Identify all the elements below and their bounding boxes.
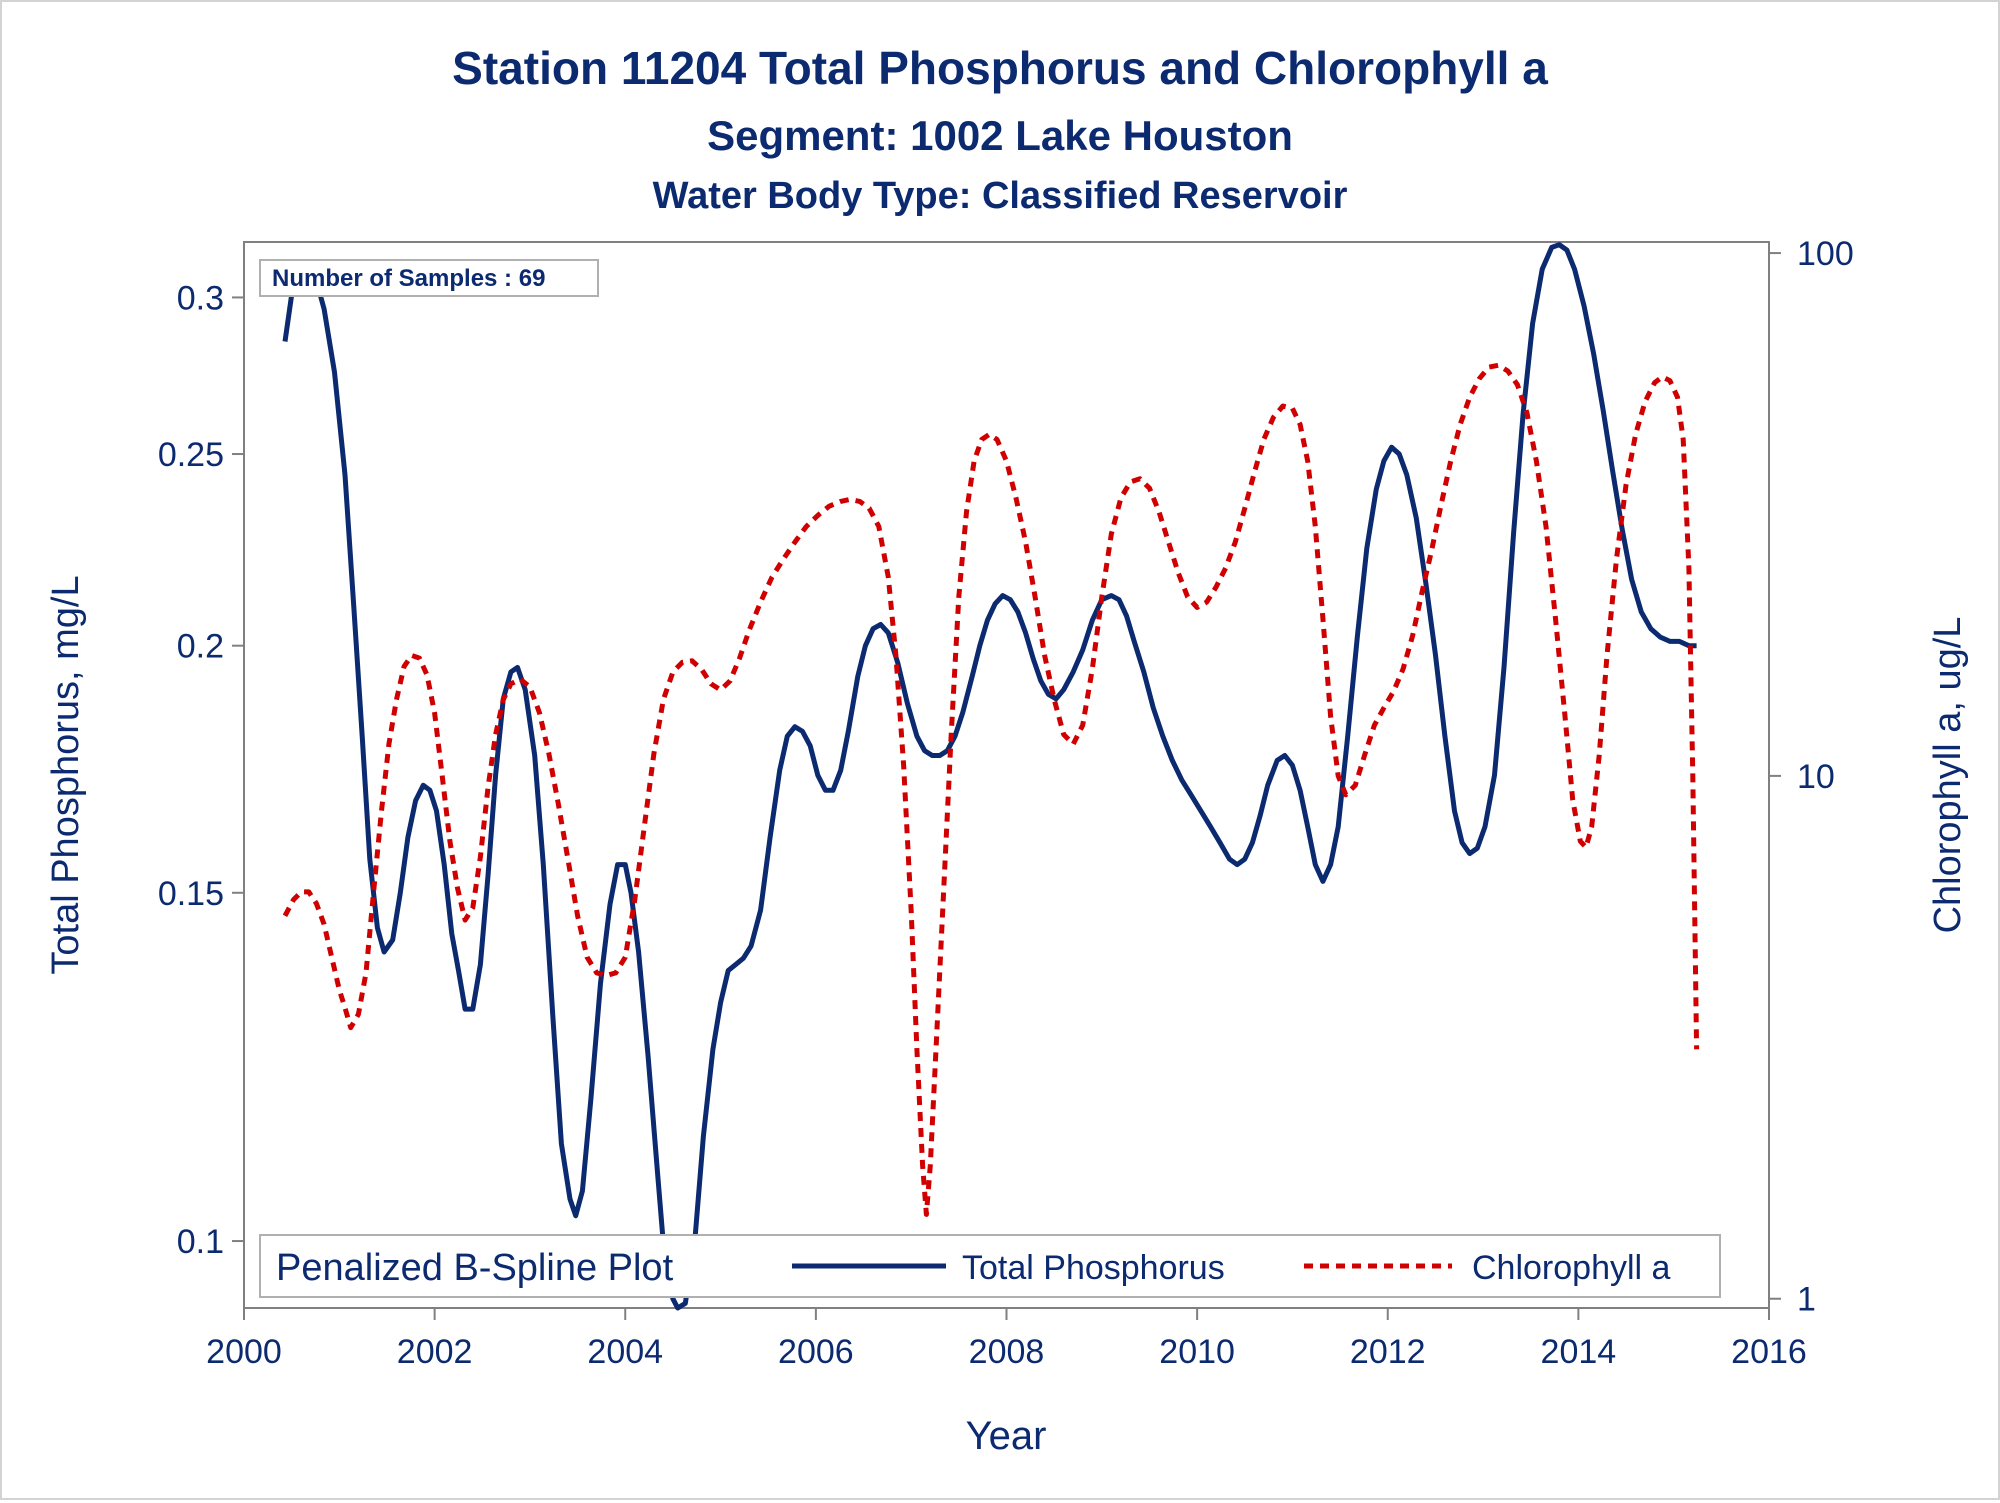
plot-area-frame	[243, 241, 1770, 1309]
legend-label-total-phosphorus: Total Phosphorus	[962, 1249, 1225, 1287]
chart-subtitle-water-body: Water Body Type: Classified Reservoir	[653, 175, 1348, 217]
y-left-tick-label-3: 0.25	[158, 436, 224, 474]
y-left-tick-label-0: 0.1	[177, 1223, 224, 1261]
y-axis-right-label: Chlorophyll a, ug/L	[1927, 617, 1969, 934]
y-axis-right: 1 10 100	[1768, 235, 1854, 1319]
x-tick-label-2008: 2008	[969, 1333, 1045, 1371]
legend-label-chlorophyll-a: Chlorophyll a	[1472, 1249, 1671, 1287]
series-layer	[282, 242, 1700, 1311]
x-axis: 2000 2002 2004 2006 2008 2010 2012 2014 2016	[206, 1307, 1807, 1371]
x-tick-label-2004: 2004	[587, 1333, 663, 1371]
x-tick-label-2000: 2000	[206, 1333, 282, 1371]
y-right-tick-label-1: 10	[1797, 758, 1835, 796]
chart-title: Station 11204 Total Phosphorus and Chlor…	[452, 42, 1548, 94]
x-tick-label-2014: 2014	[1541, 1333, 1617, 1371]
sample-count-text: Number of Samples : 69	[272, 265, 545, 292]
series-line-total-phosphorus	[282, 242, 1697, 1311]
x-axis-label: Year	[966, 1414, 1047, 1458]
x-tick-label-2012: 2012	[1350, 1333, 1426, 1371]
x-tick-label-2006: 2006	[778, 1333, 854, 1371]
x-tick-label-2002: 2002	[397, 1333, 473, 1371]
y-right-tick-label-2: 100	[1797, 235, 1854, 273]
y-left-tick-label-4: 0.3	[177, 279, 224, 317]
legend-title: Penalized B-Spline Plot	[276, 1247, 674, 1289]
legend-box	[259, 1234, 1721, 1298]
chart-subtitle-segment: Segment: 1002 Lake Houston	[707, 112, 1293, 159]
sample-count-box	[259, 259, 599, 297]
x-tick-label-2016: 2016	[1731, 1333, 1807, 1371]
series-line-chlorophyll-a	[282, 362, 1700, 1217]
y-axis-left: 0.1 0.15 0.2 0.25 0.3	[158, 279, 244, 1261]
x-tick-label-2010: 2010	[1159, 1333, 1235, 1371]
y-axis-left-label: Total Phosphorus, mg/L	[45, 575, 87, 974]
y-left-tick-label-2: 0.2	[177, 628, 224, 666]
y-left-tick-label-1: 0.15	[158, 875, 224, 913]
y-right-tick-label-0: 1	[1797, 1281, 1816, 1319]
